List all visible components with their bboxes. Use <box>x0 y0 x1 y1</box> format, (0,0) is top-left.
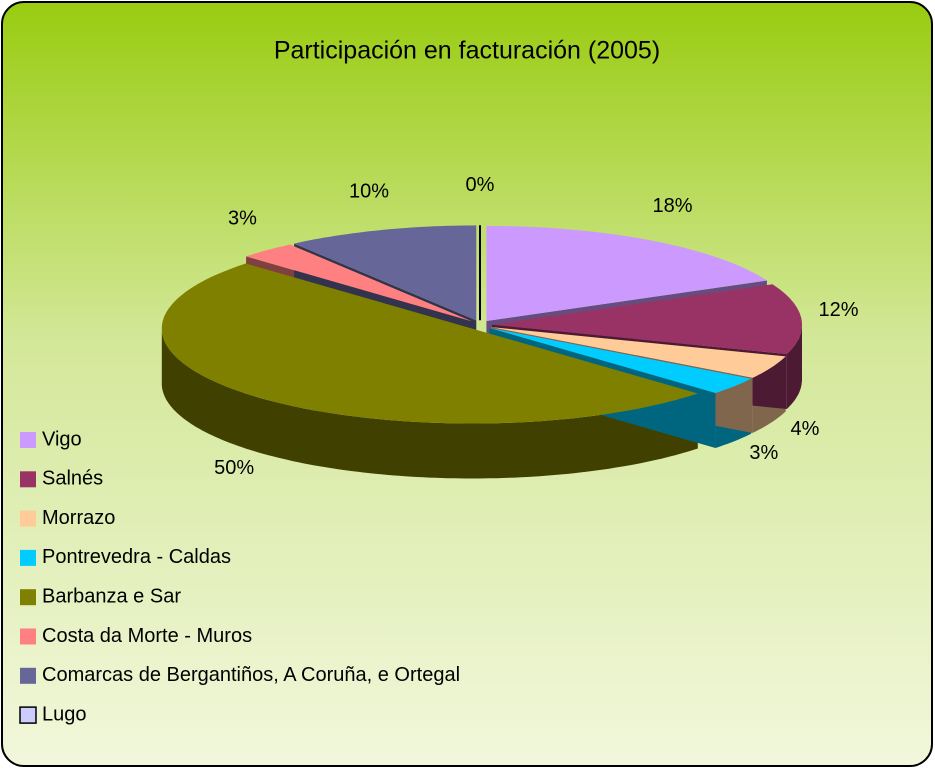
legend-swatch <box>20 628 36 645</box>
legend-label: Morrazo <box>42 507 115 529</box>
data-label: 3% <box>228 207 257 229</box>
legend-swatch <box>20 471 36 488</box>
slice-side <box>786 324 802 410</box>
data-label: 18% <box>652 195 692 217</box>
legend-swatch <box>20 549 36 566</box>
slice-side <box>161 328 698 479</box>
chart-title: Participación en facturación (2005) <box>274 37 660 65</box>
legend-label: Salnés <box>42 468 103 490</box>
data-label: 50% <box>214 457 254 479</box>
data-label: 3% <box>749 442 778 464</box>
legend-swatch <box>20 432 36 448</box>
legend-label: Vigo <box>42 428 82 450</box>
legend-label: Costa da Morte - Muros <box>42 625 252 647</box>
slice <box>486 225 767 321</box>
legend-swatch <box>20 667 36 684</box>
legend-swatch <box>20 589 36 606</box>
legend-swatch <box>19 706 37 724</box>
slice <box>491 284 802 355</box>
slice <box>246 244 473 322</box>
legend-label: Pontrevedra - Caldas <box>42 546 231 568</box>
data-label: 0% <box>466 174 495 196</box>
slice <box>489 327 752 393</box>
data-label: 12% <box>818 299 858 321</box>
legend-swatch <box>20 510 36 527</box>
slice <box>490 327 786 378</box>
data-label: 4% <box>791 418 820 440</box>
slice <box>294 225 477 321</box>
slice <box>161 263 698 424</box>
legend-label: Barbanza e Sar <box>42 585 181 607</box>
legend-label: Comarcas de Bergantiños, A Coruña, e Ort… <box>42 664 460 686</box>
legend-label: Lugo <box>42 703 87 725</box>
data-label: 10% <box>349 181 389 203</box>
